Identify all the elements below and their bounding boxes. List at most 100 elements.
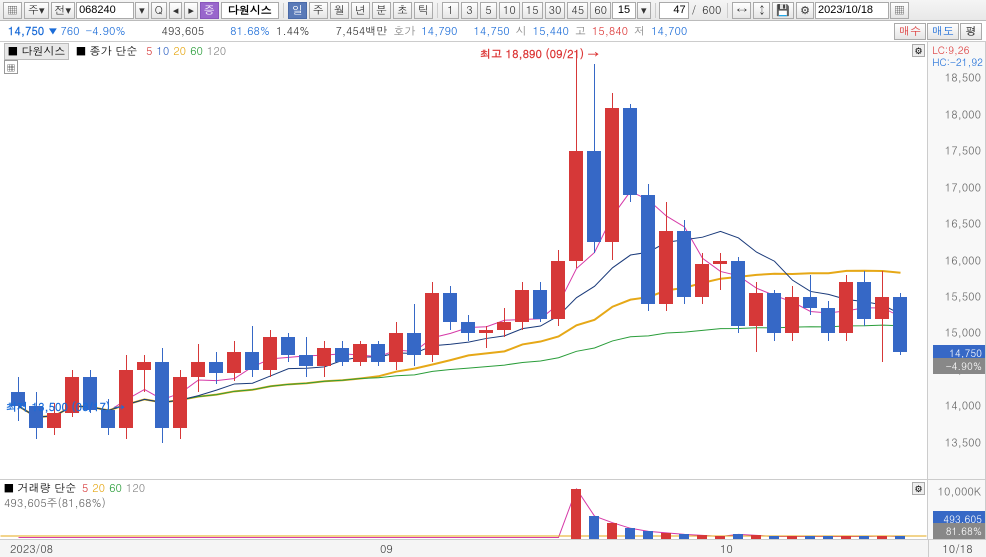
tool1-icon[interactable]: ↔ bbox=[732, 2, 751, 19]
ratio-a-input[interactable] bbox=[659, 2, 689, 19]
ma-legend-10: 10 bbox=[154, 44, 171, 59]
save-icon[interactable]: 💾 bbox=[772, 2, 794, 19]
price-change-pct: -4.90% bbox=[83, 24, 129, 39]
period-60[interactable]: 60 bbox=[590, 2, 611, 19]
ma-legend-5: 5 bbox=[144, 44, 154, 59]
ytick-label: 15,000 bbox=[945, 326, 981, 341]
ytick-label: 14,000 bbox=[945, 399, 981, 414]
xtick-label: 2023/08 bbox=[10, 542, 53, 557]
period-1[interactable]: 1 bbox=[442, 2, 459, 19]
volume-settings-icon[interactable]: ⚙ bbox=[912, 482, 925, 495]
ma-legend-20: 20 bbox=[171, 44, 188, 59]
dropdown-jeon[interactable]: 전 ▾ bbox=[51, 2, 76, 19]
code-input[interactable] bbox=[76, 2, 134, 19]
lc-hc-label: LC:9,26 HC:-21,92 bbox=[932, 44, 983, 68]
period-10[interactable]: 10 bbox=[499, 2, 520, 19]
low-annotation: 최저 13,500 (08/17) → bbox=[6, 400, 125, 415]
stock-type-badge: 증 bbox=[200, 2, 219, 19]
trade-amount: 7,454백만 bbox=[332, 24, 390, 39]
period-extra-input[interactable] bbox=[612, 2, 636, 19]
si-label: 시 bbox=[513, 24, 530, 39]
dropdown-ju[interactable]: 주 ▾ bbox=[24, 2, 49, 19]
chart-title-badge: ■ 다원시스 bbox=[4, 43, 69, 60]
open-price: 15,440 bbox=[530, 24, 572, 39]
ytick-label: 13,500 bbox=[945, 435, 981, 450]
ytick-label: 18,000 bbox=[945, 107, 981, 122]
vol-pct-tag: 81.68% bbox=[933, 523, 985, 539]
period-3[interactable]: 3 bbox=[461, 2, 478, 19]
xtick-label: 09 bbox=[380, 542, 393, 557]
code-dropdown-icon[interactable]: ▾ bbox=[135, 2, 149, 19]
volume-bar bbox=[589, 516, 599, 539]
vol-pct: 81.68% bbox=[227, 24, 273, 39]
vol-ma-legend-5: 5 bbox=[80, 481, 90, 496]
volume-bar bbox=[733, 534, 743, 539]
calendar-icon[interactable]: ▦ bbox=[890, 2, 909, 19]
volume-bar bbox=[697, 535, 707, 539]
layout-icon[interactable]: ▦ bbox=[3, 2, 22, 19]
ma-legend-60: 60 bbox=[188, 44, 205, 59]
vol-ma-legend-20: 20 bbox=[90, 481, 107, 496]
vol-pct2: 1.44% bbox=[273, 24, 312, 39]
timeframe-주[interactable]: 주 bbox=[309, 2, 328, 19]
avg-button[interactable]: 평 bbox=[960, 23, 982, 40]
chart-mode-icon[interactable]: ▦ bbox=[4, 60, 18, 74]
ratio-sep: / bbox=[689, 3, 700, 18]
period-15[interactable]: 15 bbox=[522, 2, 543, 19]
vol-ylabel: 10,000K bbox=[938, 485, 981, 500]
xaxis-current-date: 10/18 bbox=[928, 540, 986, 557]
top-toolbar: ▦ 주 ▾ 전 ▾ ▾ Q ◂ ▸ 증 다원시스 일주월년분초틱 1351015… bbox=[0, 0, 986, 21]
timeframe-월[interactable]: 월 bbox=[330, 2, 349, 19]
ytick-label: 16,500 bbox=[945, 217, 981, 232]
high-annotation: 최고 18,890 (09/21) → bbox=[480, 47, 599, 62]
vol-ma-legend-60: 60 bbox=[107, 481, 124, 496]
buy-button[interactable]: 매수 bbox=[894, 23, 926, 40]
volume-bar bbox=[607, 523, 617, 539]
period-45[interactable]: 45 bbox=[567, 2, 588, 19]
period-5[interactable]: 5 bbox=[480, 2, 497, 19]
low-price: 14,700 bbox=[648, 24, 690, 39]
period-dropdown-icon[interactable]: ▾ bbox=[637, 2, 651, 19]
current-pct-tag: -4.90% bbox=[933, 358, 985, 374]
volume-bar bbox=[679, 534, 689, 539]
volume: 493,605 bbox=[159, 24, 208, 39]
timeframe-년[interactable]: 년 bbox=[351, 2, 370, 19]
volume-chart: ■ 거래량 단순 52060120 493,605주(81,68%) ⚙ 10,… bbox=[0, 480, 986, 539]
down-arrow-icon: ▼ bbox=[48, 24, 57, 38]
timeframe-초[interactable]: 초 bbox=[393, 2, 412, 19]
search-icon[interactable]: Q bbox=[151, 2, 167, 19]
tool2-icon[interactable]: ↕ bbox=[753, 2, 770, 19]
jeo-label: 저 bbox=[631, 24, 648, 39]
timeframe-분[interactable]: 분 bbox=[372, 2, 391, 19]
hoga-ask: 14,790 bbox=[418, 24, 460, 39]
prev-icon[interactable]: ◂ bbox=[169, 2, 183, 19]
chart-header: ■ 다원시스 ■ 종가 단순 5102060120 bbox=[4, 44, 228, 59]
timeframe-일[interactable]: 일 bbox=[288, 2, 307, 19]
sell-button[interactable]: 매도 bbox=[927, 23, 959, 40]
price-change: 760 bbox=[57, 24, 82, 39]
chart-settings-icon[interactable]: ⚙ bbox=[912, 44, 925, 57]
volume-bar bbox=[625, 528, 635, 539]
info-bar: 14,750 ▼ 760 -4.90% 493,605 81.68% 1.44%… bbox=[0, 21, 986, 42]
period-30[interactable]: 30 bbox=[545, 2, 566, 19]
ratio-b: 600 bbox=[699, 3, 724, 18]
ytick-label: 17,000 bbox=[945, 180, 981, 195]
ytick-label: 16,000 bbox=[945, 253, 981, 268]
x-axis: 2023/080910 10/18 bbox=[0, 539, 986, 557]
timeframe-틱[interactable]: 틱 bbox=[414, 2, 433, 19]
volume-header: ■ 거래량 단순 52060120 493,605주(81,68%) bbox=[4, 481, 147, 511]
ma-legend-120: 120 bbox=[205, 44, 228, 59]
ytick-label: 15,500 bbox=[945, 289, 981, 304]
next-icon[interactable]: ▸ bbox=[184, 2, 198, 19]
volume-bar bbox=[571, 489, 581, 539]
stock-name: 다원시스 bbox=[221, 2, 279, 19]
candle-chart: ■ 다원시스 ■ 종가 단순 5102060120 ▦ 최고 18,890 (0… bbox=[0, 42, 986, 479]
volume-bar bbox=[661, 533, 671, 539]
date-input[interactable] bbox=[815, 2, 889, 19]
settings-icon[interactable]: ⚙ bbox=[796, 2, 814, 19]
ytick-label: 17,500 bbox=[945, 144, 981, 159]
volume-bar bbox=[751, 535, 761, 539]
hoga-bid: 14,750 bbox=[470, 24, 512, 39]
current-price: 14,750 bbox=[4, 24, 48, 39]
high-price: 15,840 bbox=[589, 24, 631, 39]
